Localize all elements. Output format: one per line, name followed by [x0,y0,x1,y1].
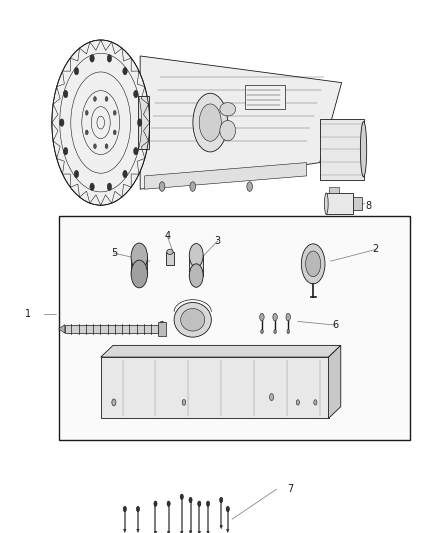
Ellipse shape [189,244,203,267]
Ellipse shape [105,144,108,149]
Ellipse shape [199,104,221,141]
Ellipse shape [123,171,127,178]
Ellipse shape [220,120,236,141]
Polygon shape [59,325,65,333]
Ellipse shape [136,506,140,512]
Ellipse shape [287,329,290,334]
Polygon shape [198,531,201,533]
Ellipse shape [260,313,264,321]
Ellipse shape [64,90,68,98]
Text: 2: 2 [373,245,379,254]
Bar [65,325,158,333]
Ellipse shape [190,182,195,191]
Polygon shape [145,163,307,189]
Ellipse shape [296,400,300,405]
Polygon shape [220,526,223,529]
Polygon shape [189,531,192,533]
Ellipse shape [269,393,274,401]
Ellipse shape [193,93,228,152]
Ellipse shape [167,501,170,506]
Text: 3: 3 [215,236,221,246]
Ellipse shape [198,501,201,506]
Ellipse shape [134,90,138,98]
Bar [353,197,362,210]
Polygon shape [328,345,341,418]
Ellipse shape [52,40,150,205]
Ellipse shape [64,148,68,155]
Ellipse shape [85,130,88,135]
Ellipse shape [159,182,165,191]
Ellipse shape [261,329,263,334]
Polygon shape [226,529,229,532]
Text: 8: 8 [366,201,372,211]
Polygon shape [101,345,341,357]
Ellipse shape [182,400,186,405]
Ellipse shape [112,399,116,406]
Ellipse shape [301,244,325,284]
Ellipse shape [306,251,321,277]
Bar [158,322,166,336]
Polygon shape [154,531,157,533]
Ellipse shape [123,67,127,75]
Ellipse shape [174,302,211,337]
Ellipse shape [107,55,112,62]
Ellipse shape [206,501,210,506]
Polygon shape [137,529,139,532]
Ellipse shape [94,96,96,101]
Bar [131,257,148,274]
Ellipse shape [286,313,290,321]
Polygon shape [180,531,183,533]
Ellipse shape [107,183,112,190]
Ellipse shape [60,119,64,126]
Ellipse shape [131,260,148,288]
Text: 4: 4 [164,231,170,241]
Ellipse shape [360,122,367,177]
Bar [328,187,339,193]
Text: 9: 9 [158,321,164,331]
Ellipse shape [74,171,79,178]
Ellipse shape [314,400,317,405]
Ellipse shape [226,506,230,512]
Ellipse shape [167,249,173,255]
Bar [59,216,410,440]
Ellipse shape [85,110,88,115]
Ellipse shape [154,501,157,506]
Ellipse shape [274,329,276,334]
Ellipse shape [180,494,184,499]
Ellipse shape [273,313,277,321]
Ellipse shape [247,182,252,191]
Ellipse shape [74,67,79,75]
Ellipse shape [90,55,94,62]
Ellipse shape [189,497,192,503]
Polygon shape [124,529,126,532]
Polygon shape [140,56,342,189]
Polygon shape [167,531,170,533]
Bar [166,252,174,265]
Ellipse shape [113,130,116,135]
Text: 5: 5 [111,248,117,258]
Ellipse shape [94,144,96,149]
Polygon shape [138,96,149,149]
Ellipse shape [105,96,108,101]
Bar [101,357,328,418]
Bar [320,118,364,180]
Polygon shape [207,531,209,533]
Ellipse shape [189,264,203,287]
Text: 6: 6 [332,320,339,330]
Ellipse shape [138,119,142,126]
Ellipse shape [219,497,223,503]
Ellipse shape [180,309,205,331]
Ellipse shape [134,148,138,155]
Bar [189,255,203,276]
Ellipse shape [220,102,236,116]
Text: 7: 7 [287,484,293,494]
Ellipse shape [131,243,148,271]
Ellipse shape [90,183,94,190]
Ellipse shape [123,506,127,512]
Ellipse shape [325,193,328,214]
Bar [245,85,285,109]
Bar [326,193,353,214]
Text: 1: 1 [25,310,32,319]
Ellipse shape [113,110,116,115]
